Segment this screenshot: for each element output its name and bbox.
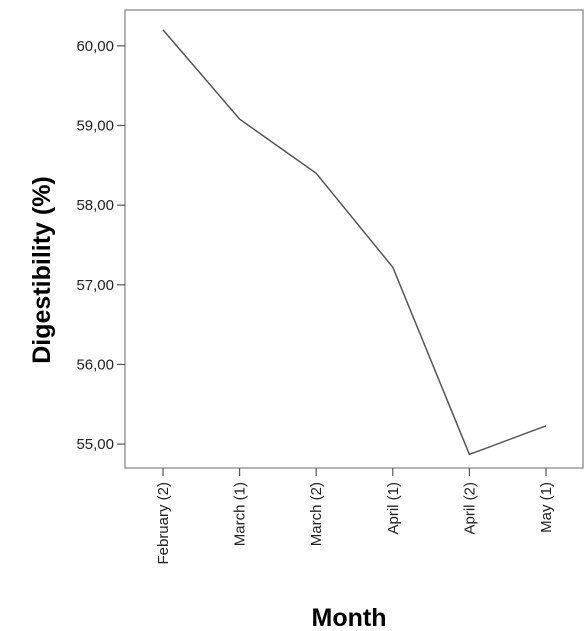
x-tick-label: March (1): [232, 482, 249, 546]
x-tick-label: March (2): [308, 482, 325, 546]
x-tick-label: April (1): [385, 482, 402, 535]
x-axis-title: Month: [312, 604, 387, 631]
y-axis-title: Digestibility (%): [28, 176, 56, 364]
x-tick-label: April (2): [461, 482, 478, 535]
y-tick-label: 55,00: [76, 436, 114, 453]
y-tick-label: 58,00: [76, 197, 114, 214]
series-line-digestibility: [163, 30, 546, 455]
y-tick-label: 57,00: [76, 277, 114, 294]
plot-area: [125, 10, 583, 468]
y-tick-label: 56,00: [76, 356, 114, 373]
y-tick-label: 59,00: [76, 117, 114, 134]
y-tick-label: 60,00: [76, 38, 114, 55]
x-tick-label: February (2): [155, 482, 172, 565]
x-tick-label: May (1): [538, 482, 555, 533]
